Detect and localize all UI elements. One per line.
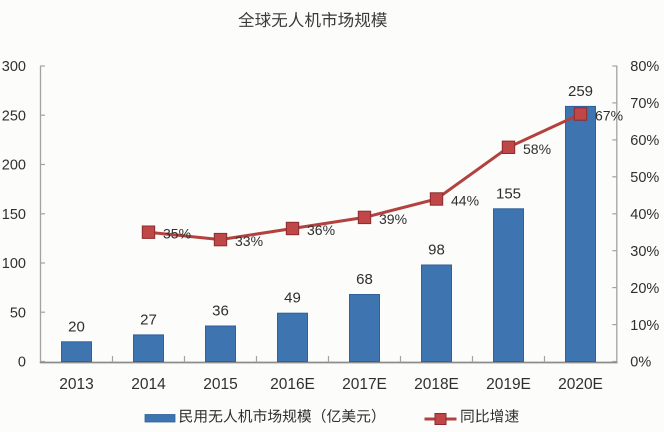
svg-text:44%: 44% bbox=[451, 193, 479, 209]
svg-text:35%: 35% bbox=[163, 226, 191, 242]
svg-text:30%: 30% bbox=[630, 244, 659, 260]
svg-text:259: 259 bbox=[568, 83, 593, 100]
svg-text:49: 49 bbox=[284, 290, 301, 307]
svg-text:250: 250 bbox=[2, 108, 26, 124]
svg-text:68: 68 bbox=[356, 271, 373, 288]
svg-text:2017E: 2017E bbox=[342, 376, 387, 393]
svg-text:2016E: 2016E bbox=[270, 376, 315, 393]
svg-text:300: 300 bbox=[2, 59, 26, 75]
svg-text:2015: 2015 bbox=[203, 376, 237, 393]
svg-text:80%: 80% bbox=[630, 59, 659, 75]
svg-text:36: 36 bbox=[212, 303, 229, 320]
svg-text:2014: 2014 bbox=[131, 376, 166, 393]
svg-text:70%: 70% bbox=[630, 96, 659, 112]
svg-text:150: 150 bbox=[2, 207, 26, 223]
svg-text:200: 200 bbox=[2, 158, 26, 174]
svg-text:100: 100 bbox=[2, 256, 26, 272]
svg-text:39%: 39% bbox=[379, 211, 407, 227]
svg-text:20%: 20% bbox=[630, 281, 659, 297]
svg-text:2018E: 2018E bbox=[414, 376, 459, 393]
svg-text:0: 0 bbox=[18, 355, 26, 371]
svg-text:2013: 2013 bbox=[59, 376, 93, 393]
svg-text:33%: 33% bbox=[235, 233, 263, 249]
svg-text:2019E: 2019E bbox=[486, 376, 531, 393]
svg-text:50: 50 bbox=[10, 305, 26, 321]
svg-text:60%: 60% bbox=[630, 133, 659, 149]
svg-text:2020E: 2020E bbox=[558, 376, 603, 393]
svg-text:155: 155 bbox=[496, 185, 521, 202]
svg-text:27: 27 bbox=[140, 311, 157, 328]
svg-text:98: 98 bbox=[428, 242, 445, 259]
svg-text:10%: 10% bbox=[630, 318, 659, 334]
svg-text:50%: 50% bbox=[630, 170, 659, 186]
svg-text:58%: 58% bbox=[523, 141, 551, 157]
svg-text:67%: 67% bbox=[595, 108, 623, 124]
svg-text:36%: 36% bbox=[307, 222, 335, 238]
svg-text:0%: 0% bbox=[630, 355, 651, 371]
svg-text:40%: 40% bbox=[630, 207, 659, 223]
svg-text:20: 20 bbox=[68, 318, 85, 335]
